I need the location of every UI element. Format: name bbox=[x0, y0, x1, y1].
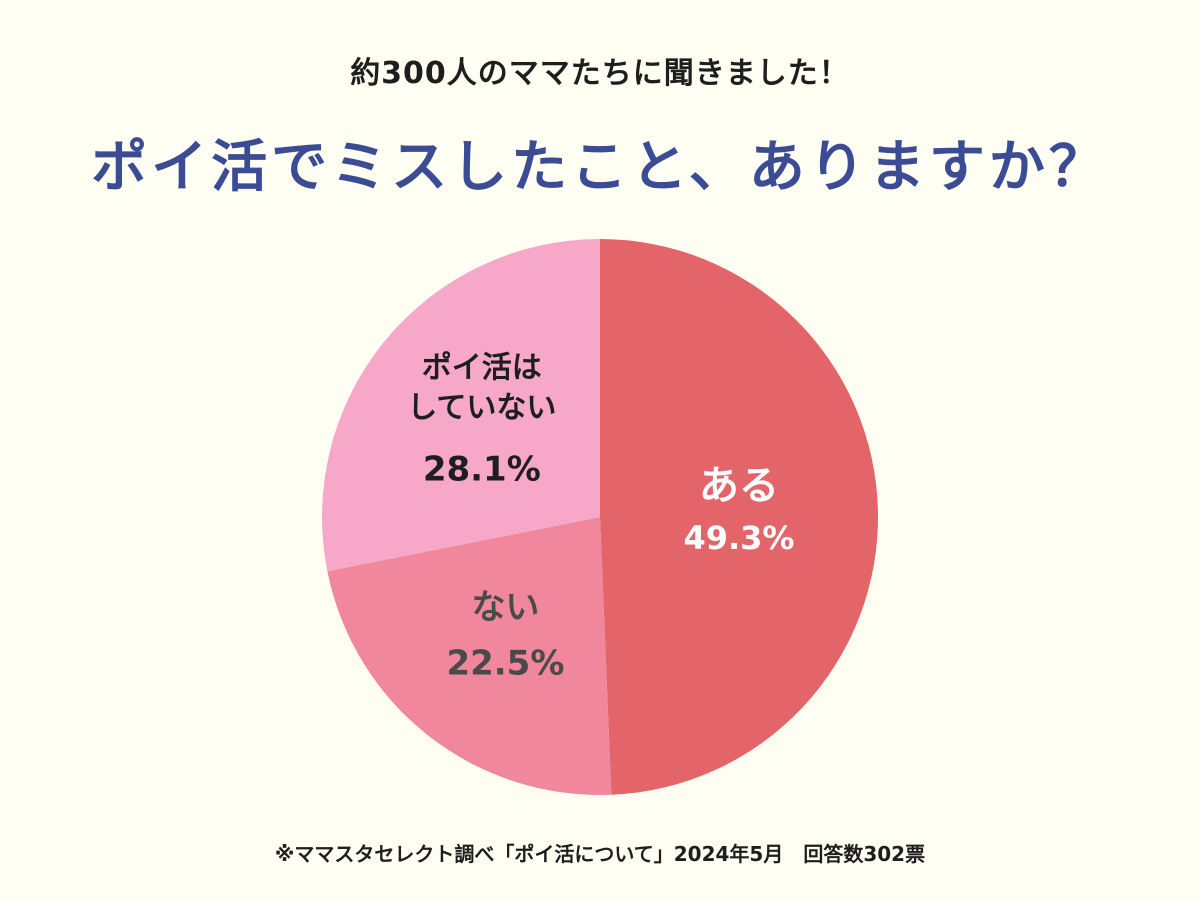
slice-label-1-line-0: ない bbox=[471, 588, 539, 628]
pie-slices bbox=[322, 239, 878, 795]
source-footnote: ※ママスタセレクト調べ「ポイ活について」2024年5月 回答数302票 bbox=[274, 842, 926, 866]
slice-label-2-line-0: ポイ活は bbox=[422, 351, 542, 386]
slice-value-2: 28.1% bbox=[423, 450, 541, 490]
pie-slice-0 bbox=[600, 239, 878, 795]
slice-value-1: 22.5% bbox=[446, 644, 564, 684]
slice-label-2-line-1: していない bbox=[407, 391, 556, 426]
slice-value-0: 49.3% bbox=[683, 519, 794, 557]
chart-title: ポイ活でミスしたこと、ありますか？ bbox=[91, 135, 1109, 200]
pie-slice-1 bbox=[327, 517, 612, 795]
slice-label-0-line-0: ある bbox=[699, 463, 779, 509]
pie-slice-2 bbox=[322, 239, 600, 572]
chart-subtitle: 約300人のママたちに聞きました！ bbox=[350, 56, 850, 91]
